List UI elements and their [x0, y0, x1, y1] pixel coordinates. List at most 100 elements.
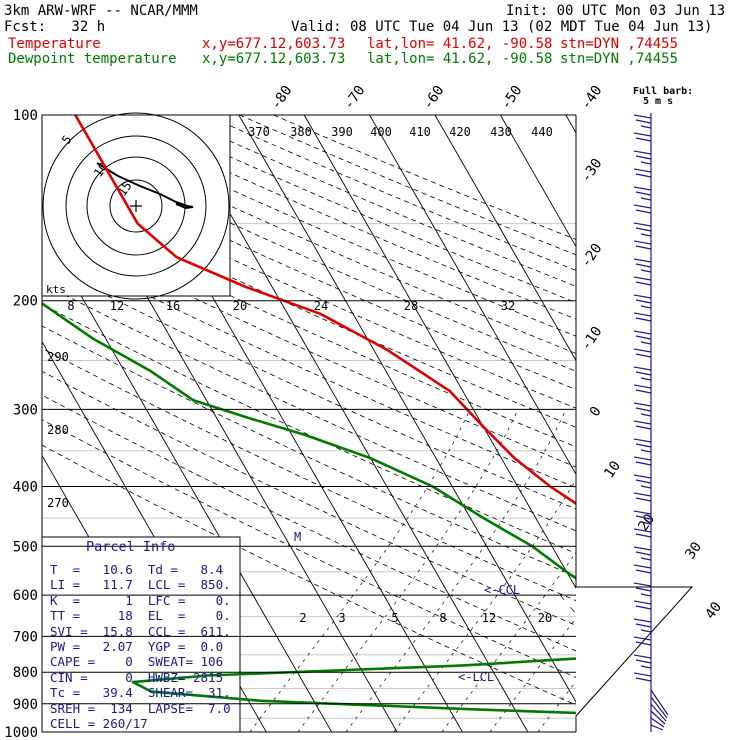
- isotherm: [434, 115, 576, 362]
- temperature-legend-xy: x,y=677.12,603.73: [202, 36, 346, 52]
- wind-barb-low: [650, 696, 668, 719]
- wind-barb: [635, 425, 652, 430]
- model-title: 3km ARW-WRF -- NCAR/MMM: [4, 3, 198, 19]
- wind-barb: [635, 461, 652, 466]
- wind-barb: [633, 186, 652, 191]
- wind-barb: [635, 623, 652, 628]
- wind-barb: [633, 168, 652, 173]
- wind-barb: [640, 161, 652, 165]
- wind-barb-low: [650, 717, 665, 728]
- wind-barb: [635, 443, 652, 448]
- parcel-info-line: SVI = 15.8 CCL = 611.: [50, 623, 231, 639]
- wind-barb: [633, 420, 652, 425]
- isotherm: [238, 115, 576, 703]
- wind-barb: [635, 389, 652, 394]
- wind-barb: [633, 492, 652, 497]
- wind-barb: [635, 533, 652, 538]
- temperature-tick-label: -20: [578, 241, 606, 271]
- dry-adiabat: [42, 133, 576, 372]
- parcel-info-title: Parcel Info: [86, 539, 176, 555]
- pressure-tick-label: 1000: [4, 725, 38, 740]
- parcel-info-line: CIN = 0 HWBZ= 2815: [50, 669, 224, 685]
- wind-barb-low: [650, 724, 664, 731]
- wind-barb: [633, 204, 652, 209]
- pressure-tick-label: 300: [13, 402, 38, 418]
- wind-barb: [635, 515, 652, 520]
- wind-barb-low: [650, 689, 669, 716]
- wind-barb: [633, 402, 652, 407]
- mixing-ratio-label: 5: [391, 611, 398, 625]
- wind-barb: [635, 551, 652, 556]
- wind-barb: [633, 258, 652, 263]
- speed-tick-label: 12: [110, 299, 124, 313]
- wind-barb: [633, 348, 652, 353]
- lcl-marker: <-LCL: [458, 670, 494, 684]
- isotherm: [697, 115, 740, 740]
- wind-barb: [635, 173, 652, 178]
- parcel-info-line: K = 1 LFC = 0.: [50, 592, 231, 608]
- hodograph-ring: [65, 135, 207, 277]
- m-marker: M: [294, 530, 301, 544]
- isotherm: [0, 115, 12, 740]
- wind-barb: [635, 569, 652, 574]
- pressure-tick-label: 900: [13, 697, 38, 713]
- theta-tick-label: 400: [370, 125, 392, 139]
- temperature-tick-label: 40: [702, 599, 725, 622]
- temperature-tick-label: 0: [587, 404, 605, 420]
- hodograph-ring: [109, 179, 163, 233]
- wind-barb: [633, 654, 652, 659]
- wind-barb: [640, 449, 652, 453]
- wind-barb: [635, 281, 652, 286]
- pressure-tick-label: 700: [13, 629, 38, 645]
- speed-tick-label: 16: [166, 299, 180, 313]
- wind-barb: [635, 335, 652, 340]
- theta-tick-label: 420: [449, 125, 471, 139]
- dry-adiabat: [42, 394, 576, 652]
- wind-barb: [640, 557, 652, 561]
- theta-e-label: 290: [47, 350, 69, 364]
- speed-tick-label: 8: [67, 299, 74, 313]
- moist-adiabat: [489, 617, 576, 732]
- hodograph-ring-label: 10: [91, 160, 111, 180]
- wind-barb: [635, 353, 652, 358]
- dewpoint-legend-xy: x,y=677.12,603.73: [202, 51, 346, 67]
- dewpoint-legend-label: Dewpoint temperature: [8, 51, 177, 67]
- mixing-ratio-label: 8: [439, 611, 446, 625]
- wind-barb: [633, 636, 652, 641]
- wind-barb: [635, 119, 652, 124]
- wind-barb: [633, 132, 652, 137]
- moist-adiabat: [537, 680, 576, 732]
- ccl-marker: <-CCL: [484, 583, 520, 597]
- wind-barb: [633, 240, 652, 245]
- wind-barb: [633, 528, 652, 533]
- wind-barb: [635, 641, 652, 646]
- temperature-legend-label: Temperature: [8, 36, 101, 52]
- wind-barb: [640, 377, 652, 381]
- speed-tick-label: 20: [233, 299, 247, 313]
- wind-barb: [633, 330, 652, 335]
- wind-barb: [635, 263, 652, 268]
- parcel-info-line: T = 10.6 Td = 8.4: [50, 562, 224, 577]
- parcel-info-line: TT = 18 EL = 0.: [50, 608, 231, 624]
- wind-legend-label: Full barb:: [633, 86, 693, 97]
- dry-adiabat: [171, 115, 576, 287]
- theta-tick-label: 410: [409, 125, 431, 139]
- wind-barb: [633, 456, 652, 461]
- wind-barb: [633, 672, 652, 677]
- temperature-tick-label: -30: [578, 156, 606, 186]
- pressure-tick-label: 600: [13, 588, 38, 604]
- wind-barb: [635, 605, 652, 610]
- temperature-tick-label: 10: [601, 458, 624, 481]
- wind-barb-low: [650, 703, 667, 722]
- dewpoint-legend-stn: stn=DYN ,74455: [560, 51, 679, 67]
- mixing-ratio-line: [646, 595, 740, 740]
- isotherm: [500, 115, 576, 248]
- plot-axis-skew-edge: [575, 586, 694, 732]
- wind-barb: [635, 227, 652, 232]
- pressure-tick-label: 800: [13, 665, 38, 681]
- temperature-tick-label: -70: [341, 83, 369, 113]
- parcel-info-line: PW = 2.07 YGP = 0.0: [50, 639, 224, 654]
- moist-adiabat: [393, 479, 576, 732]
- theta-e-label: 280: [47, 423, 69, 437]
